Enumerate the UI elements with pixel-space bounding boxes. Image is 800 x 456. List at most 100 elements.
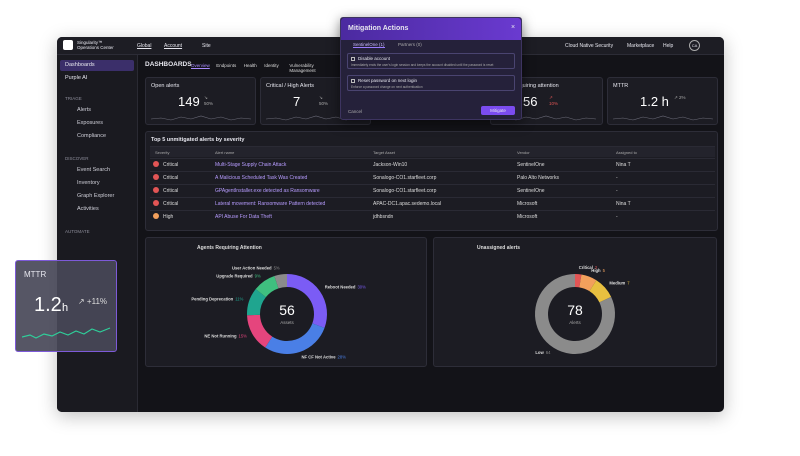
alert-name[interactable]: A Malicious Scheduled Task Was Created: [215, 175, 308, 181]
checkbox[interactable]: [351, 57, 355, 61]
donut-segment: [286, 274, 327, 328]
nav-item[interactable]: Graph Explorer: [77, 193, 115, 199]
cell: Critical: [163, 201, 179, 207]
alert-name[interactable]: API Abuse For Data Theft: [215, 214, 272, 220]
section-title: DASHBOARDS: [145, 61, 192, 68]
top-link[interactable]: Cloud Native Security: [565, 43, 614, 49]
tab[interactable]: Overview: [191, 63, 210, 68]
table-row[interactable]: Critical A Malicious Scheduled Task Was C…: [150, 171, 715, 182]
close[interactable]: ×: [511, 24, 516, 31]
table-row[interactable]: Critical GPAgentInstaller.exe detected as…: [150, 184, 715, 195]
alert-name[interactable]: Lateral movement: Ransomware Pattern det…: [215, 201, 326, 207]
segment-value: 11%: [235, 297, 243, 302]
scope[interactable]: Site: [202, 43, 211, 49]
tab[interactable]: Health: [243, 63, 257, 68]
nav-item[interactable]: Inventory: [77, 180, 100, 186]
card-title: Open alerts: [151, 83, 180, 89]
nav-item[interactable]: Event Search: [77, 167, 111, 173]
card-value: 56: [523, 94, 538, 109]
segment-label: Pending Deprecation 11%: [191, 297, 243, 302]
segment-name: Critical: [579, 265, 593, 270]
mitigate-button[interactable]: Mitigate: [481, 106, 515, 115]
donut-segment: [247, 314, 273, 348]
top-link[interactable]: Help: [663, 43, 674, 49]
column-header: Target Asset: [373, 150, 396, 155]
option-desc: Immediately ends the user's login sessio…: [351, 63, 494, 67]
severity-dot: [153, 200, 159, 206]
segment-label: NF CF Not Active 28%: [301, 355, 346, 360]
card-delta: ↘ 50%: [204, 95, 214, 106]
alert-name[interactable]: Multi-Stage Supply Chain Attack: [215, 162, 287, 168]
segment-value: 9%: [255, 273, 261, 278]
segment-name: Medium: [609, 281, 625, 286]
table-row[interactable]: Critical Lateral movement: Ransomware Pat…: [150, 197, 715, 208]
nav-item[interactable]: Exposures: [77, 120, 103, 126]
table-row[interactable]: Critical Multi-Stage Supply Chain Attack J…: [150, 158, 715, 169]
tab[interactable]: Identity: [264, 63, 279, 68]
card-delta: ↗ +11%: [78, 297, 108, 306]
donut-segment: [265, 322, 325, 354]
tab[interactable]: Vulnerability Management: [289, 63, 316, 73]
segment-value: 5: [603, 268, 606, 273]
nav-item[interactable]: Activities: [77, 206, 99, 212]
card-value: 1.2: [34, 294, 62, 316]
table-title: Top 5 unmitigated alerts by severity: [151, 137, 245, 143]
donut-segment: [255, 276, 279, 298]
donut-segment: [247, 289, 267, 316]
nav-item[interactable]: Purple AI: [65, 75, 88, 81]
column-header: Assigned to: [616, 150, 637, 155]
column-header: Vendor: [517, 150, 530, 155]
table-row[interactable]: High API Abuse For Data Theft jdhbsndn Micr…: [150, 210, 715, 221]
nav-section: AUTOMATE: [65, 229, 90, 234]
table-header: Severity Alert name Target Asset Vendor Assi…: [150, 146, 715, 157]
cell: Critical: [163, 175, 179, 181]
cell: Microsoft: [517, 214, 538, 220]
nav-item[interactable]: Alerts: [77, 107, 92, 113]
severity-dot: [153, 213, 159, 219]
cell: Critical: [163, 188, 179, 194]
modal-tab[interactable]: Partners (0): [398, 42, 422, 47]
cell: -: [616, 188, 618, 194]
scope[interactable]: Global: [137, 43, 152, 49]
segment-value: 28%: [338, 355, 347, 360]
cell: Jackson-Win10: [373, 162, 408, 168]
cell: Microsoft: [517, 201, 538, 207]
sparkline: [613, 115, 713, 121]
sidebar: Dashboards Purple AI TRIAGE Alerts Exposures…: [57, 55, 138, 412]
metric-card: MTTR 1.2 h ↗ 2%: [607, 77, 718, 125]
top-link[interactable]: Marketplace: [627, 43, 655, 49]
center-value: 78: [567, 302, 583, 318]
cancel-button[interactable]: Cancel: [348, 109, 363, 114]
checkbox[interactable]: [351, 79, 355, 83]
card-title: Critical / High Alerts: [266, 83, 314, 89]
card-delta: ↗ 2%: [674, 95, 686, 100]
logo: [63, 40, 73, 50]
segment-label: Upgrade Required 9%: [216, 273, 261, 278]
modal: Mitigation Actions × SentinelOne (1) Par…: [340, 17, 522, 120]
cell: jdhbsndn: [373, 214, 394, 220]
alert-name[interactable]: GPAgentInstaller.exe detected as Ransomw…: [215, 188, 320, 194]
nav-item[interactable]: Compliance: [77, 133, 107, 139]
card-value: 1.2 h: [640, 94, 669, 109]
option[interactable]: Reset password on next login Enforce a p…: [347, 75, 515, 91]
sparkline: [22, 327, 111, 339]
tab[interactable]: Endpoints: [216, 63, 237, 68]
option[interactable]: Disable account Immediately ends the use…: [347, 53, 515, 69]
chart-title: Agents Requiring Attention: [197, 245, 262, 251]
cell: Sonalogo-CO1.starfleet.corp: [373, 188, 437, 194]
cell: Nina T: [616, 201, 631, 207]
scope[interactable]: Account: [164, 43, 183, 49]
card-title: Agents requiring attention: [496, 83, 559, 89]
center-value: 56: [279, 302, 295, 318]
brand: Singularity™ Operations Center: [77, 40, 114, 50]
segment-name: Low: [535, 350, 544, 355]
modal-tab[interactable]: SentinelOne (1): [353, 42, 385, 48]
segment-name: User Action Needed: [232, 266, 272, 271]
nav-item[interactable]: Dashboards: [65, 62, 95, 68]
avatar[interactable]: CA: [689, 40, 700, 51]
segment-name: Reboot Needed: [325, 285, 356, 290]
segment-label: Medium 7: [609, 281, 630, 286]
segment-name: High: [591, 268, 601, 273]
column-header: Severity: [155, 150, 170, 155]
